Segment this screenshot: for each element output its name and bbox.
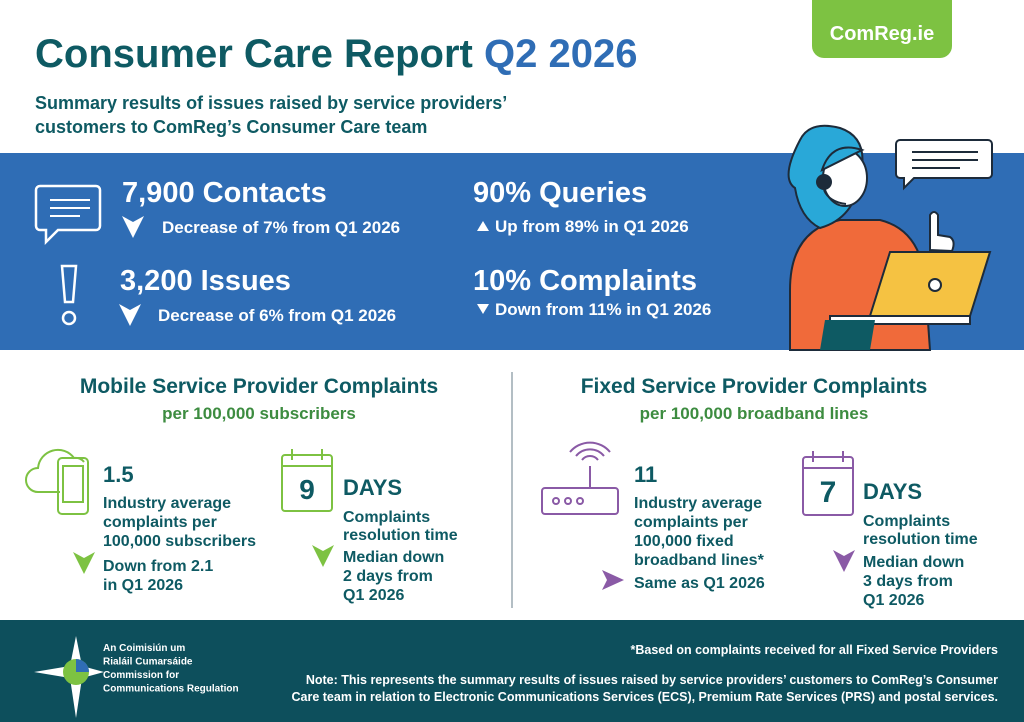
average-description: complaints per <box>103 514 217 531</box>
complaints-change: Down from 11% in Q1 2026 <box>495 300 711 319</box>
resolution-change: Median down <box>343 549 444 566</box>
down-chevron <box>833 550 855 572</box>
section-title: Fixed Service Provider Complaints <box>581 375 928 398</box>
days-number: 7 <box>820 476 837 509</box>
calendar-icon <box>281 449 333 512</box>
resolution-change: Q1 2026 <box>343 587 404 604</box>
average-change: Down from 2.1 <box>103 558 213 575</box>
org-name: Rialáil Cumarsáide <box>103 657 193 668</box>
section-subtitle: per 100,000 subscribers <box>162 404 356 423</box>
average-description: Industry average <box>634 495 762 512</box>
complaints-headline: 10% Complaints <box>473 265 697 297</box>
resolution-change: 3 days from <box>863 573 953 590</box>
average-description: complaints per <box>634 514 748 531</box>
down-chevron <box>122 216 144 238</box>
title-text: Consumer Care Report <box>35 32 473 76</box>
title-period: Q2 2026 <box>484 32 637 76</box>
down-chevron <box>312 545 334 567</box>
note: Care team in relation to Electronic Comm… <box>292 690 999 704</box>
contacts-headline: 7,900 Contacts <box>122 177 327 209</box>
up-arrow <box>477 221 489 231</box>
right-arrow <box>602 570 624 590</box>
resolution-description: Complaints <box>343 509 430 526</box>
down-chevron <box>73 552 95 574</box>
resolution-change: Median down <box>863 554 964 571</box>
down-chevron <box>119 304 141 326</box>
issues-icon-dot <box>61 310 77 326</box>
issues-icon <box>60 264 78 304</box>
average-change: in Q1 2026 <box>103 577 183 594</box>
contacts-change: Decrease of 7% from Q1 2026 <box>162 218 400 237</box>
days-number: 9 <box>299 474 315 505</box>
subtitle: Summary results of issues raised by serv… <box>35 93 507 113</box>
contacts-icon <box>34 184 102 246</box>
queries-headline: 90% Queries <box>473 177 647 209</box>
average-description: broadband lines* <box>634 552 765 569</box>
note: Note: This represents the summary result… <box>306 673 998 687</box>
resolution-description: Complaints <box>863 513 950 530</box>
queries-change: Up from 89% in Q1 2026 <box>495 217 689 236</box>
average-description: 100,000 fixed <box>634 533 734 550</box>
resolution-description: resolution time <box>343 527 458 544</box>
average-value: 11 <box>634 462 657 487</box>
average-description: 100,000 subscribers <box>103 533 256 550</box>
subtitle: customers to ComReg’s Consumer Care team <box>35 117 427 137</box>
average-value: 1.5 <box>103 462 134 487</box>
section-title: Mobile Service Provider Complaints <box>80 375 438 398</box>
average-change: Same as Q1 2026 <box>634 575 765 592</box>
resolution-change: 2 days from <box>343 568 433 585</box>
badge <box>812 0 952 58</box>
org-name: An Coimisiún um <box>103 643 185 654</box>
org-name: Communications Regulation <box>103 684 239 695</box>
org-name: Commission for <box>103 670 179 681</box>
days-unit: DAYS <box>343 475 402 500</box>
issues-headline: 3,200 Issues <box>120 265 291 297</box>
resolution-description: resolution time <box>863 531 978 548</box>
section-subtitle: per 100,000 broadband lines <box>640 404 869 423</box>
agent-illustration <box>787 124 993 351</box>
days-unit: DAYS <box>863 479 922 504</box>
footnote: *Based on complaints received for all Fi… <box>630 643 998 657</box>
title: Consumer Care Report Q2 2026 <box>35 32 637 76</box>
logo <box>34 636 104 718</box>
router-icon <box>541 441 619 515</box>
issues-change: Decrease of 6% from Q1 2026 <box>158 306 396 325</box>
footer <box>0 620 1024 722</box>
badge-text: ComReg.ie <box>830 23 934 45</box>
mobile-icon <box>25 448 89 515</box>
average-description: Industry average <box>103 495 231 512</box>
resolution-change: Q1 2026 <box>863 592 924 609</box>
calendar-icon <box>802 451 854 516</box>
down-arrow <box>477 304 489 314</box>
